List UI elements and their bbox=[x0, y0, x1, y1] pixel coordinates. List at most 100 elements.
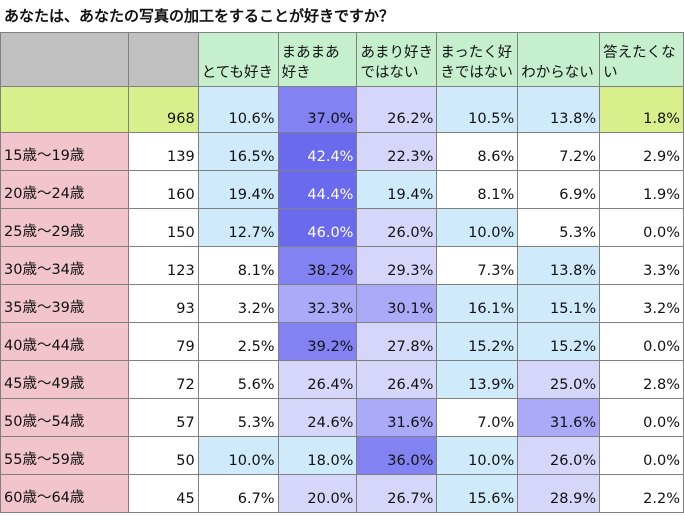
row-label: 55歳～59歳 bbox=[0, 436, 129, 475]
percentage-cell: 31.6% bbox=[517, 398, 601, 437]
column-header: あまり好きではない bbox=[356, 32, 438, 87]
percentage-cell: 8.6% bbox=[436, 132, 519, 171]
row-label bbox=[0, 86, 129, 133]
row-label: 35歳～39歳 bbox=[0, 284, 129, 323]
row-label: 60歳～64歳 bbox=[0, 474, 129, 513]
chart-title: あなたは、あなたの写真の加工をすることが好きですか？ bbox=[4, 7, 395, 25]
row-label: 45歳～49歳 bbox=[0, 360, 129, 399]
percentage-cell: 28.9% bbox=[517, 474, 601, 513]
percentage-cell: 16.5% bbox=[197, 132, 279, 171]
percentage-cell: 13.9% bbox=[436, 360, 519, 399]
row-label: 40歳～44歳 bbox=[0, 322, 129, 361]
percentage-cell: 1.8% bbox=[599, 86, 684, 133]
row-label: 15歳～19歳 bbox=[0, 132, 129, 171]
respondent-count: 123 bbox=[127, 246, 199, 285]
row-label: 50歳～54歳 bbox=[0, 398, 129, 437]
respondent-count: 57 bbox=[127, 398, 199, 437]
percentage-cell: 2.8% bbox=[599, 360, 684, 399]
percentage-cell: 30.1% bbox=[356, 284, 438, 323]
percentage-cell: 2.9% bbox=[599, 132, 684, 171]
percentage-cell: 25.0% bbox=[517, 360, 601, 399]
respondent-count: 45 bbox=[127, 474, 199, 513]
percentage-cell: 26.0% bbox=[356, 208, 438, 247]
percentage-cell: 6.9% bbox=[517, 170, 601, 209]
percentage-cell: 10.0% bbox=[436, 436, 519, 475]
column-header: とても好き bbox=[197, 32, 279, 87]
percentage-cell: 5.6% bbox=[197, 360, 279, 399]
percentage-cell: 15.2% bbox=[517, 322, 601, 361]
row-label: 30歳～34歳 bbox=[0, 246, 129, 285]
percentage-cell: 26.0% bbox=[517, 436, 601, 475]
percentage-cell: 13.8% bbox=[517, 246, 601, 285]
percentage-cell: 8.1% bbox=[197, 246, 279, 285]
percentage-cell: 2.5% bbox=[197, 322, 279, 361]
survey-table: とても好き まあまあ好き あまり好きではない まったく好きではない わからない 答えたくな… bbox=[0, 32, 684, 513]
respondent-count: 968 bbox=[127, 86, 199, 133]
percentage-cell: 3.2% bbox=[599, 284, 684, 323]
column-header: まあまあ好き bbox=[277, 32, 358, 87]
percentage-cell: 6.7% bbox=[197, 474, 279, 513]
percentage-cell: 32.3% bbox=[277, 284, 358, 323]
percentage-cell: 37.0% bbox=[277, 86, 358, 133]
respondent-count: 160 bbox=[127, 170, 199, 209]
percentage-cell: 15.2% bbox=[436, 322, 519, 361]
percentage-cell: 2.2% bbox=[599, 474, 684, 513]
percentage-cell: 0.0% bbox=[599, 436, 684, 475]
percentage-cell: 0.0% bbox=[599, 208, 684, 247]
table-row: 30歳～34歳 123 8.1% 38.2% 29.3% 7.3% 13.8% 3.3% bbox=[0, 246, 684, 285]
table-row: 968 10.6% 37.0% 26.2% 10.5% 13.8% 1.8% bbox=[0, 86, 684, 133]
percentage-cell: 16.1% bbox=[436, 284, 519, 323]
respondent-count: 79 bbox=[127, 322, 199, 361]
percentage-cell: 10.5% bbox=[436, 86, 519, 133]
percentage-cell: 8.1% bbox=[436, 170, 519, 209]
percentage-cell: 7.3% bbox=[436, 246, 519, 285]
table-row: 25歳～29歳 150 12.7% 46.0% 26.0% 10.0% 5.3% 0.0% bbox=[0, 208, 684, 247]
percentage-cell: 19.4% bbox=[197, 170, 279, 209]
table-row: 50歳～54歳 57 5.3% 24.6% 31.6% 7.0% 31.6% 0.0% bbox=[0, 398, 684, 437]
percentage-cell: 15.6% bbox=[436, 474, 519, 513]
row-label: 20歳～24歳 bbox=[0, 170, 129, 209]
percentage-cell: 5.3% bbox=[197, 398, 279, 437]
percentage-cell: 26.4% bbox=[277, 360, 358, 399]
percentage-cell: 26.4% bbox=[356, 360, 438, 399]
percentage-cell: 3.2% bbox=[197, 284, 279, 323]
percentage-cell: 3.3% bbox=[599, 246, 684, 285]
percentage-cell: 29.3% bbox=[356, 246, 438, 285]
percentage-cell: 46.0% bbox=[277, 208, 358, 247]
percentage-cell: 20.0% bbox=[277, 474, 358, 513]
percentage-cell: 7.2% bbox=[517, 132, 601, 171]
percentage-cell: 1.9% bbox=[599, 170, 684, 209]
percentage-cell: 19.4% bbox=[356, 170, 438, 209]
column-header: わからない bbox=[517, 32, 601, 87]
percentage-cell: 15.1% bbox=[517, 284, 601, 323]
percentage-cell: 10.0% bbox=[197, 436, 279, 475]
respondent-count: 72 bbox=[127, 360, 199, 399]
percentage-cell: 36.0% bbox=[356, 436, 438, 475]
percentage-cell: 0.0% bbox=[599, 398, 684, 437]
percentage-cell: 12.7% bbox=[197, 208, 279, 247]
respondent-count: 50 bbox=[127, 436, 199, 475]
row-label: 25歳～29歳 bbox=[0, 208, 129, 247]
table-row: 45歳～49歳 72 5.6% 26.4% 26.4% 13.9% 25.0% 2.8% bbox=[0, 360, 684, 399]
respondent-count: 139 bbox=[127, 132, 199, 171]
respondent-count: 150 bbox=[127, 208, 199, 247]
column-header: 答えたくない bbox=[599, 32, 684, 87]
percentage-cell: 26.2% bbox=[356, 86, 438, 133]
percentage-cell: 42.4% bbox=[277, 132, 358, 171]
percentage-cell: 7.0% bbox=[436, 398, 519, 437]
table-row: 40歳～44歳 79 2.5% 39.2% 27.8% 15.2% 15.2% 0.0% bbox=[0, 322, 684, 361]
percentage-cell: 27.8% bbox=[356, 322, 438, 361]
column-header bbox=[0, 32, 129, 87]
percentage-cell: 10.0% bbox=[436, 208, 519, 247]
table-row: 60歳～64歳 45 6.7% 20.0% 26.7% 15.6% 28.9% 2.2% bbox=[0, 474, 684, 513]
percentage-cell: 18.0% bbox=[277, 436, 358, 475]
percentage-cell: 5.3% bbox=[517, 208, 601, 247]
table-row: 20歳～24歳 160 19.4% 44.4% 19.4% 8.1% 6.9% 1.9% bbox=[0, 170, 684, 209]
table-row: 55歳～59歳 50 10.0% 18.0% 36.0% 10.0% 26.0% 0.0% bbox=[0, 436, 684, 475]
percentage-cell: 24.6% bbox=[277, 398, 358, 437]
percentage-cell: 44.4% bbox=[277, 170, 358, 209]
table-row: 15歳～19歳 139 16.5% 42.4% 22.3% 8.6% 7.2% 2.9% bbox=[0, 132, 684, 171]
header-row: とても好き まあまあ好き あまり好きではない まったく好きではない わからない 答えたくな… bbox=[0, 32, 684, 87]
respondent-count: 93 bbox=[127, 284, 199, 323]
percentage-cell: 13.8% bbox=[517, 86, 601, 133]
